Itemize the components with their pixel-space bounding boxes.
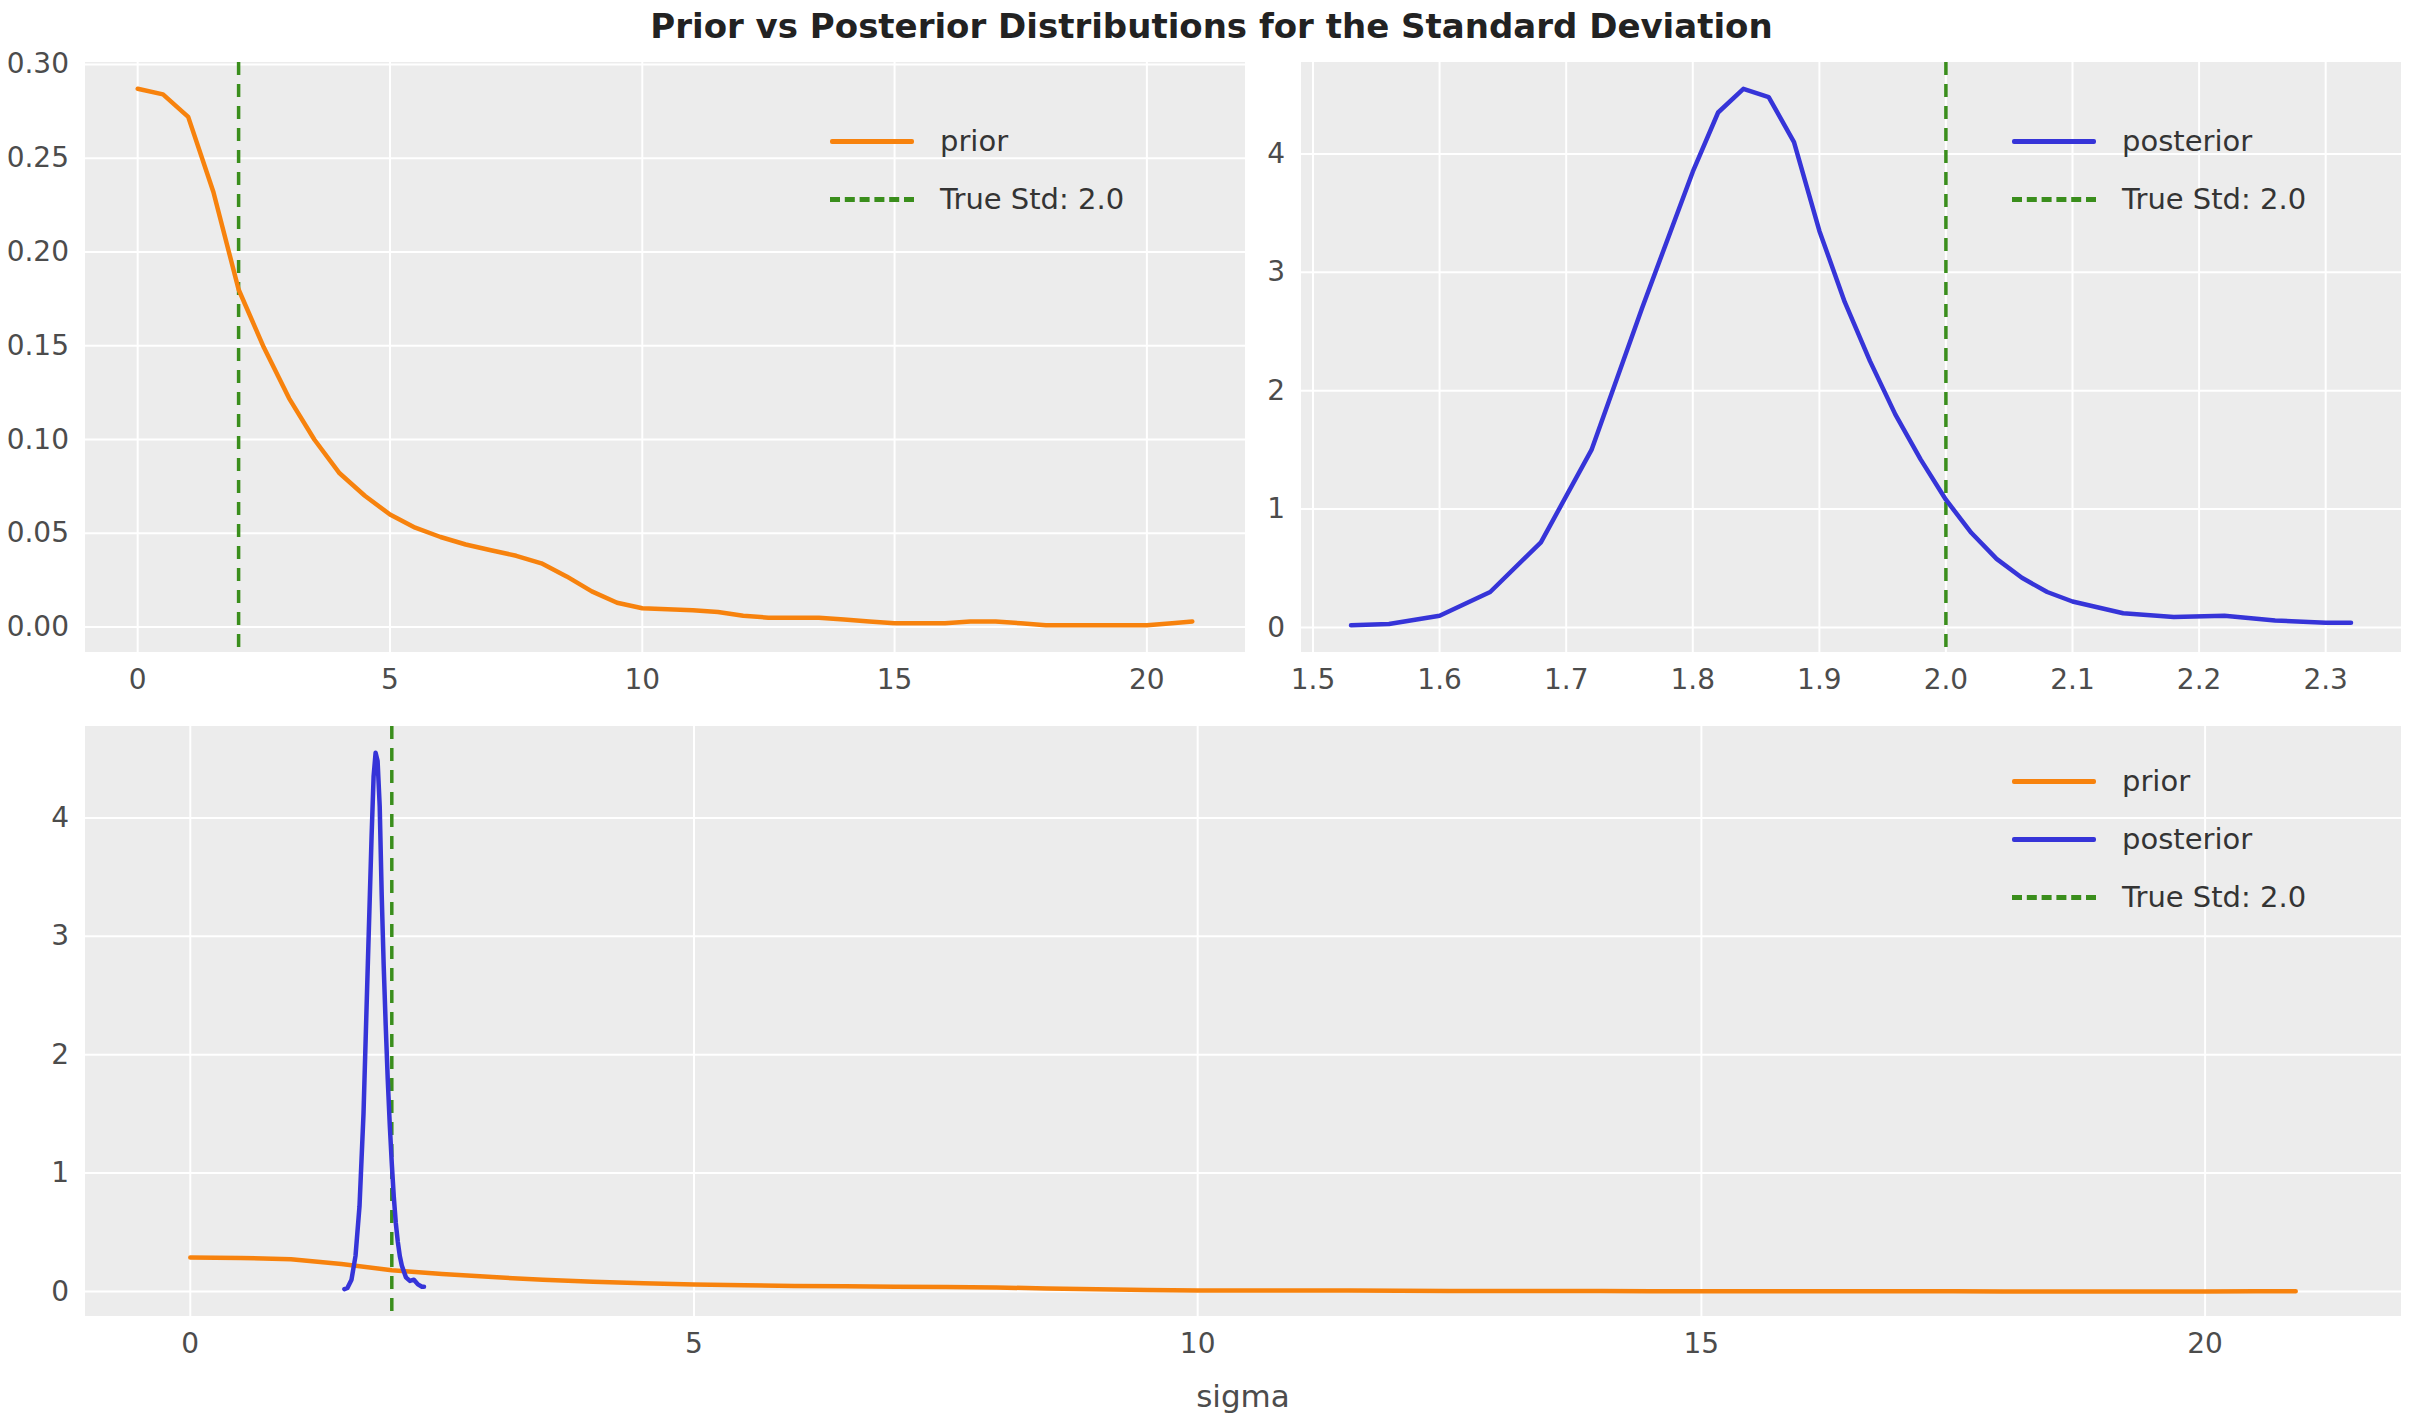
posterior-line-sample bbox=[2012, 139, 2096, 144]
legend-label-true-std: True Std: 2.0 bbox=[940, 182, 1124, 216]
legend-item-true-std: True Std: 2.0 bbox=[2012, 868, 2306, 926]
legend-label-posterior: posterior bbox=[2122, 124, 2252, 158]
x-tick-label: 0 bbox=[68, 666, 208, 694]
x-axis-label: sigma bbox=[85, 1378, 2401, 1414]
x-tick-label: 0 bbox=[120, 1330, 260, 1358]
x-tick-label: 15 bbox=[825, 666, 965, 694]
x-tick-label: 1.8 bbox=[1623, 666, 1763, 694]
x-tick-label: 10 bbox=[1128, 1330, 1268, 1358]
posterior-line-sample bbox=[2012, 837, 2096, 842]
true-std-dash-sample bbox=[2012, 197, 2096, 202]
legend-item-prior: prior bbox=[830, 112, 1124, 170]
legend-combined-subplot: prior posterior True Std: 2.0 bbox=[2012, 752, 2306, 926]
legend-label-prior: prior bbox=[940, 124, 1008, 158]
y-tick-label: 0 bbox=[0, 1278, 69, 1306]
y-tick-label: 0.00 bbox=[0, 613, 69, 641]
x-tick-label: 15 bbox=[1631, 1330, 1771, 1358]
legend-item-true-std: True Std: 2.0 bbox=[2012, 170, 2306, 228]
y-tick-label: 4 bbox=[1125, 140, 1285, 168]
legend-item-prior: prior bbox=[2012, 752, 2306, 810]
x-tick-label: 20 bbox=[1077, 666, 1217, 694]
x-tick-label: 1.9 bbox=[1749, 666, 1889, 694]
legend-item-posterior: posterior bbox=[2012, 112, 2306, 170]
x-tick-label: 20 bbox=[2135, 1330, 2275, 1358]
x-tick-label: 2.3 bbox=[2256, 666, 2396, 694]
y-tick-label: 1 bbox=[0, 1159, 69, 1187]
legend-label-prior: prior bbox=[2122, 764, 2190, 798]
true-std-dash-sample bbox=[830, 197, 914, 202]
y-tick-label: 0.25 bbox=[0, 144, 69, 172]
y-tick-label: 0.15 bbox=[0, 332, 69, 360]
prior-line-sample bbox=[830, 139, 914, 144]
x-tick-label: 2.1 bbox=[2003, 666, 2143, 694]
x-tick-label: 5 bbox=[624, 1330, 764, 1358]
y-tick-label: 0.20 bbox=[0, 238, 69, 266]
legend-label-posterior: posterior bbox=[2122, 822, 2252, 856]
x-tick-label: 1.7 bbox=[1496, 666, 1636, 694]
legend-prior-subplot: prior True Std: 2.0 bbox=[830, 112, 1124, 228]
x-tick-label: 2.0 bbox=[1876, 666, 2016, 694]
y-tick-label: 1 bbox=[1125, 495, 1285, 523]
y-tick-label: 2 bbox=[1125, 377, 1285, 405]
y-tick-label: 0.30 bbox=[0, 50, 69, 78]
chart-title: Prior vs Posterior Distributions for the… bbox=[0, 6, 2423, 46]
y-tick-label: 3 bbox=[0, 922, 69, 950]
x-tick-label: 5 bbox=[320, 666, 460, 694]
figure: Prior vs Posterior Distributions for the… bbox=[0, 0, 2423, 1423]
prior-line-sample bbox=[2012, 779, 2096, 784]
x-tick-label: 1.6 bbox=[1370, 666, 1510, 694]
x-tick-label: 2.2 bbox=[2129, 666, 2269, 694]
posterior-curve bbox=[344, 753, 424, 1289]
x-tick-label: 10 bbox=[572, 666, 712, 694]
y-tick-label: 2 bbox=[0, 1041, 69, 1069]
legend-item-true-std: True Std: 2.0 bbox=[830, 170, 1124, 228]
y-tick-label: 0 bbox=[1125, 614, 1285, 642]
y-tick-label: 0.05 bbox=[0, 519, 69, 547]
legend-posterior-subplot: posterior True Std: 2.0 bbox=[2012, 112, 2306, 228]
x-tick-label: 1.5 bbox=[1243, 666, 1383, 694]
prior-curve bbox=[190, 1258, 2295, 1292]
legend-item-posterior: posterior bbox=[2012, 810, 2306, 868]
y-tick-label: 3 bbox=[1125, 258, 1285, 286]
y-tick-label: 4 bbox=[0, 804, 69, 832]
y-tick-label: 0.10 bbox=[0, 426, 69, 454]
legend-label-true-std: True Std: 2.0 bbox=[2122, 182, 2306, 216]
legend-label-true-std: True Std: 2.0 bbox=[2122, 880, 2306, 914]
true-std-dash-sample bbox=[2012, 895, 2096, 900]
